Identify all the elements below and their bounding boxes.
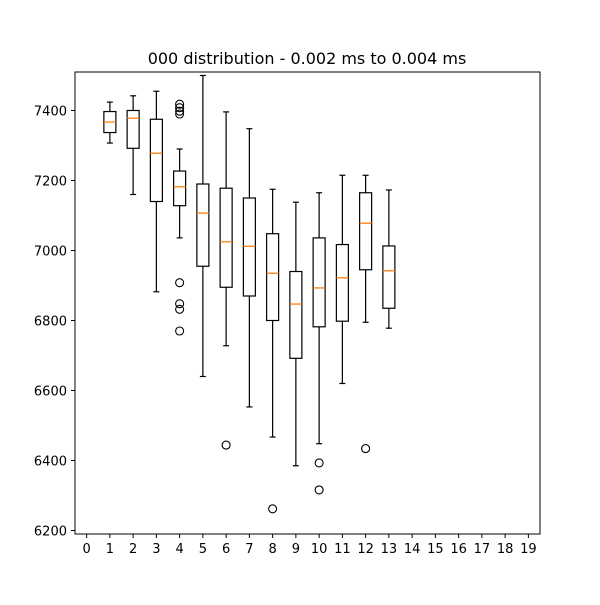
box-11 (335, 174, 349, 385)
x-tick-label: 14 (404, 542, 421, 557)
box-iqr (312, 237, 326, 328)
outlier-point (175, 326, 185, 336)
box-5 (196, 74, 210, 378)
y-tick-label: 7200 (34, 175, 67, 190)
box-10 (312, 192, 326, 495)
x-axis: 0 1 2 3 4 5 6 7 8 9 10 11 12 13 14 15 16 17 18 19 (82, 534, 537, 557)
x-tick-label: 16 (450, 542, 467, 557)
y-tick-label: 7400 (34, 105, 67, 120)
y-tick-label: 7000 (34, 245, 67, 260)
outlier-point (175, 304, 185, 314)
x-tick-label: 7 (245, 542, 253, 557)
x-tick-label: 5 (199, 542, 207, 557)
x-tick-label: 12 (357, 542, 374, 557)
box-iqr (219, 187, 233, 288)
box-7 (242, 128, 256, 408)
outlier-point (175, 103, 185, 113)
box-iqr (382, 245, 396, 309)
box-iqr (242, 197, 256, 297)
box-12 (359, 174, 373, 454)
box-iqr (289, 270, 303, 359)
x-tick-label: 6 (222, 542, 230, 557)
outlier-point (361, 444, 371, 454)
outlier-point (175, 106, 185, 116)
y-tick-label: 6800 (34, 315, 67, 330)
x-tick-label: 18 (497, 542, 514, 557)
x-tick-label: 17 (474, 542, 491, 557)
box-iqr (173, 170, 187, 207)
x-tick-label: 1 (106, 542, 114, 557)
chart-title: 000 distribution - 0.002 ms to 0.004 ms (148, 49, 467, 68)
outlier-point (314, 485, 324, 495)
outlier-point (221, 440, 231, 450)
box-1 (103, 101, 117, 144)
outlier-point (314, 458, 324, 468)
box-6 (219, 111, 233, 450)
outlier-point (268, 504, 278, 514)
x-tick-label: 15 (427, 542, 444, 557)
x-tick-label: 9 (292, 542, 300, 557)
box-3 (149, 90, 163, 293)
plot-frame (74, 71, 541, 535)
box-2 (126, 95, 140, 196)
box-9 (289, 201, 303, 467)
outlier-point (175, 109, 185, 119)
box-iqr (266, 233, 280, 322)
x-tick-label: 11 (334, 542, 351, 557)
x-tick-label: 10 (311, 542, 328, 557)
box-iqr (196, 183, 210, 267)
outlier-point (175, 299, 185, 309)
y-tick-label: 6600 (34, 385, 67, 400)
box-iqr (149, 118, 163, 203)
x-tick-label: 0 (82, 542, 90, 557)
box-iqr (126, 109, 140, 149)
x-tick-label: 3 (152, 542, 160, 557)
box-iqr (335, 243, 349, 322)
outlier-point (175, 278, 185, 288)
x-tick-label: 8 (268, 542, 276, 557)
y-tick-label: 6200 (34, 525, 67, 540)
box-series (103, 74, 396, 514)
x-tick-label: 19 (520, 542, 537, 557)
box-13 (382, 189, 396, 329)
y-axis: 6200 6400 6600 6800 7000 7200 7400 (34, 105, 75, 540)
box-8 (266, 188, 280, 514)
box-4 (173, 99, 187, 336)
x-tick-label: 4 (175, 542, 183, 557)
box-iqr (359, 192, 373, 271)
x-tick-label: 2 (129, 542, 137, 557)
y-tick-label: 6400 (34, 455, 67, 470)
x-tick-label: 13 (381, 542, 398, 557)
outlier-point (175, 99, 185, 109)
